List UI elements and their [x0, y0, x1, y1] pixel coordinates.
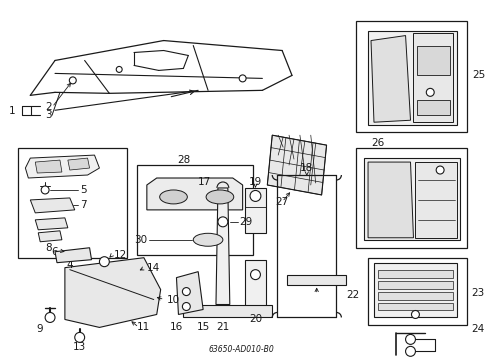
- Ellipse shape: [205, 190, 233, 204]
- Circle shape: [218, 217, 227, 227]
- Polygon shape: [364, 158, 459, 240]
- Polygon shape: [176, 272, 203, 315]
- Polygon shape: [68, 158, 89, 170]
- Text: 6: 6: [52, 247, 58, 257]
- Ellipse shape: [193, 233, 223, 246]
- Bar: [244, 188, 266, 233]
- Text: 22: 22: [346, 289, 359, 300]
- Text: 29: 29: [239, 217, 252, 227]
- Circle shape: [405, 334, 415, 345]
- Polygon shape: [30, 198, 75, 213]
- Text: 15: 15: [196, 323, 209, 332]
- Polygon shape: [413, 32, 452, 122]
- Polygon shape: [377, 270, 452, 278]
- Polygon shape: [417, 45, 449, 75]
- Circle shape: [239, 75, 245, 82]
- Polygon shape: [146, 178, 242, 210]
- Polygon shape: [65, 258, 161, 328]
- Circle shape: [435, 166, 443, 174]
- Text: 25: 25: [472, 71, 485, 80]
- Text: 3: 3: [45, 110, 52, 120]
- Polygon shape: [370, 36, 409, 122]
- Bar: [367, 258, 466, 325]
- Circle shape: [41, 186, 49, 194]
- Polygon shape: [377, 292, 452, 300]
- Text: 17: 17: [197, 177, 211, 187]
- Text: 4: 4: [66, 260, 73, 270]
- Bar: [355, 21, 466, 132]
- Polygon shape: [216, 188, 229, 305]
- Text: 63650-AD010-B0: 63650-AD010-B0: [208, 345, 274, 354]
- Circle shape: [405, 346, 415, 356]
- Circle shape: [410, 310, 419, 319]
- Text: 24: 24: [471, 324, 484, 334]
- Circle shape: [249, 190, 261, 201]
- Circle shape: [426, 88, 433, 96]
- Bar: [19, 148, 127, 258]
- Polygon shape: [35, 218, 68, 230]
- Circle shape: [182, 302, 190, 310]
- Polygon shape: [25, 155, 99, 178]
- Text: 12: 12: [114, 250, 127, 260]
- Text: 27: 27: [275, 197, 288, 207]
- Polygon shape: [373, 263, 456, 318]
- Text: 10: 10: [166, 294, 180, 305]
- Text: 19: 19: [248, 177, 262, 187]
- Polygon shape: [415, 162, 456, 238]
- Polygon shape: [417, 100, 449, 115]
- Text: 21: 21: [216, 323, 229, 332]
- Text: 14: 14: [146, 263, 160, 273]
- Text: 26: 26: [370, 138, 384, 148]
- Circle shape: [116, 67, 122, 72]
- Polygon shape: [367, 162, 413, 238]
- Circle shape: [69, 77, 76, 84]
- Polygon shape: [55, 248, 91, 263]
- Text: 16: 16: [169, 323, 183, 332]
- Text: 30: 30: [133, 235, 146, 245]
- Polygon shape: [183, 305, 272, 318]
- Text: 7: 7: [80, 200, 86, 210]
- Text: 28: 28: [176, 155, 190, 165]
- Text: 8: 8: [45, 243, 52, 253]
- Text: 2: 2: [45, 102, 52, 112]
- Bar: [244, 260, 266, 315]
- Circle shape: [75, 332, 84, 342]
- Circle shape: [250, 270, 260, 280]
- Text: 23: 23: [471, 288, 484, 298]
- Polygon shape: [377, 302, 452, 310]
- Bar: [355, 148, 466, 248]
- Text: 11: 11: [137, 323, 150, 332]
- Polygon shape: [286, 275, 346, 285]
- Circle shape: [99, 257, 109, 267]
- Polygon shape: [35, 160, 62, 173]
- Polygon shape: [377, 280, 452, 289]
- Text: 18: 18: [300, 163, 313, 173]
- Polygon shape: [267, 135, 326, 195]
- Ellipse shape: [160, 190, 187, 204]
- Circle shape: [182, 288, 190, 296]
- Polygon shape: [367, 31, 456, 125]
- Bar: [137, 165, 253, 255]
- Text: 20: 20: [248, 314, 262, 324]
- Text: 5: 5: [80, 185, 86, 195]
- Text: 1: 1: [9, 106, 16, 116]
- Polygon shape: [38, 231, 62, 242]
- Circle shape: [45, 312, 55, 323]
- Text: 13: 13: [73, 342, 86, 352]
- Text: 9: 9: [37, 324, 43, 334]
